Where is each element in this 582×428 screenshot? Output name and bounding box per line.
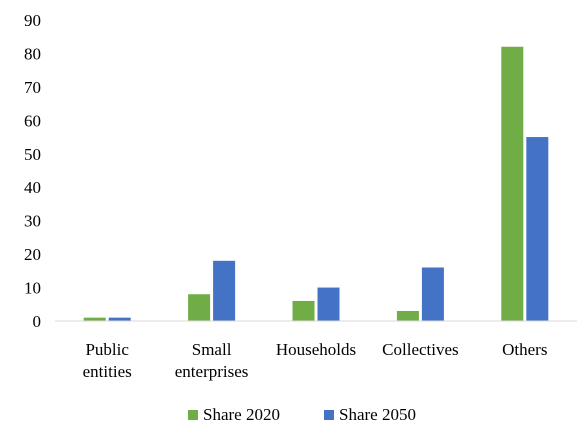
bar [83,317,106,321]
x-tick-label: Households [276,340,356,359]
x-tick-label: Others [502,340,547,359]
y-tick-label: 90 [24,11,41,30]
x-tick-label: enterprises [175,362,249,381]
bar [292,300,315,321]
bar [188,294,211,321]
legend-label: Share 2050 [339,405,416,424]
y-tick-label: 70 [24,78,41,97]
y-tick-label: 80 [24,44,41,63]
legend: Share 2020 Share 2050 [188,405,416,424]
x-tick-label: Collectives [382,340,458,359]
bars [83,46,549,321]
x-tick-label: Public [85,340,129,359]
y-axis: 0 10 20 30 40 50 60 70 80 90 [24,11,41,331]
y-tick-label: 20 [24,245,41,264]
y-tick-label: 50 [24,145,41,164]
y-tick-label: 0 [33,312,42,331]
y-tick-label: 10 [24,279,41,298]
y-tick-label: 30 [24,212,41,231]
bar [108,317,131,321]
bar [526,137,549,321]
legend-swatch [324,410,334,420]
x-tick-label: Small [192,340,232,359]
legend-label: Share 2020 [203,405,280,424]
x-axis: Public entities Small enterprises Households… [83,340,548,381]
bar [213,260,236,321]
x-tick-label: entities [83,362,132,381]
bar [317,287,340,321]
bar [396,310,419,321]
bar [421,267,444,321]
y-tick-label: 60 [24,111,41,130]
y-tick-label: 40 [24,178,41,197]
legend-swatch [188,410,198,420]
bar [501,46,524,321]
